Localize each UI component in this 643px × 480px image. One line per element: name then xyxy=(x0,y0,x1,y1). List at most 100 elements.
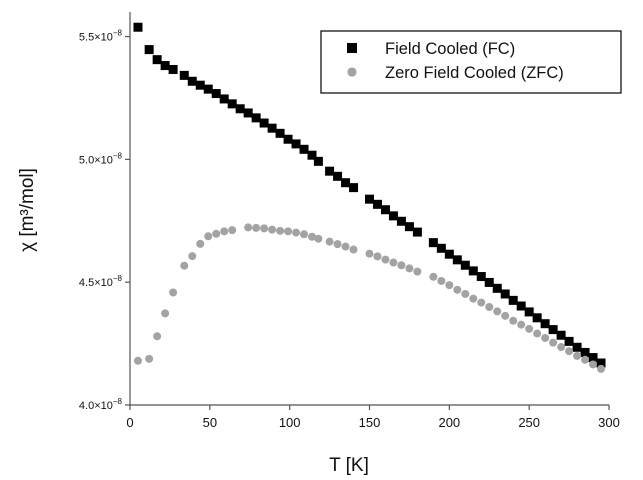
fc-data-point xyxy=(484,277,494,287)
fc-data-point xyxy=(508,295,518,305)
fc-data-point xyxy=(251,113,261,123)
fc-data-point xyxy=(516,301,526,311)
zfc-data-point xyxy=(541,333,550,342)
plot-area: 0 50 100 150 200 250 300 4.0×10−8 4.5×10−8 5.0×1… xyxy=(79,12,620,430)
fc-data-point xyxy=(548,325,558,335)
zfc-data-point xyxy=(565,347,574,356)
y-tick-label: 5.5×10−8 xyxy=(79,29,123,44)
zfc-data-point xyxy=(196,239,205,248)
fc-data-point xyxy=(532,313,542,323)
zfc-data-point xyxy=(405,264,414,273)
zfc-data-point xyxy=(453,285,462,294)
x-tick-label: 200 xyxy=(438,415,460,430)
fc-data-point xyxy=(160,61,170,71)
fc-data-point xyxy=(436,243,446,253)
fc-data-point xyxy=(365,194,374,204)
fc-data-point xyxy=(564,336,574,346)
fc-data-point xyxy=(283,134,293,144)
fc-data-point xyxy=(500,289,510,299)
zfc-data-point xyxy=(509,316,518,325)
zfc-data-point xyxy=(485,302,494,311)
zfc-data-point xyxy=(365,249,374,258)
zfc-data-point xyxy=(349,245,358,254)
zfc-data-point xyxy=(397,261,406,270)
zfc-data-point xyxy=(145,354,154,363)
fc-series xyxy=(133,22,606,368)
fc-data-point xyxy=(313,156,323,166)
zfc-data-point xyxy=(533,329,542,338)
fc-data-point xyxy=(476,272,486,282)
fc-data-point xyxy=(404,222,414,232)
zfc-data-point xyxy=(292,228,301,237)
fc-data-point xyxy=(428,238,438,248)
fc-data-point xyxy=(307,150,317,160)
fc-data-point xyxy=(396,216,406,226)
fc-data-point xyxy=(211,89,221,99)
zfc-data-point xyxy=(260,224,269,233)
fc-data-point xyxy=(179,70,189,80)
x-tick-label: 150 xyxy=(359,415,381,430)
y-axis-title: χ [m³/mol] xyxy=(17,168,38,252)
zfc-data-point xyxy=(204,232,213,241)
fc-data-point xyxy=(556,330,566,340)
zfc-data-point xyxy=(381,255,390,264)
zfc-data-point xyxy=(325,237,334,246)
zfc-data-point xyxy=(284,227,293,236)
fc-data-point xyxy=(203,84,213,94)
fc-data-point xyxy=(195,80,205,90)
zfc-data-point xyxy=(373,252,382,261)
zfc-series xyxy=(133,223,606,373)
fc-data-point xyxy=(412,227,422,237)
fc-data-point xyxy=(243,108,253,118)
zfc-data-point xyxy=(597,364,606,373)
fc-data-point xyxy=(267,123,277,133)
legend-marker-fc xyxy=(347,43,357,53)
fc-data-point xyxy=(349,183,359,193)
fc-data-point xyxy=(341,178,351,188)
zfc-data-point xyxy=(188,252,197,261)
zfc-data-point xyxy=(413,267,422,276)
fc-data-point xyxy=(444,249,454,259)
zfc-data-point xyxy=(477,298,486,307)
fc-data-point xyxy=(372,199,382,209)
zfc-data-point xyxy=(493,307,502,316)
fc-data-point xyxy=(325,166,335,176)
zfc-data-point xyxy=(557,343,566,352)
x-tick-label: 300 xyxy=(598,415,620,430)
fc-data-point xyxy=(259,118,269,128)
fc-data-point xyxy=(333,171,343,181)
fc-data-point xyxy=(596,358,606,368)
legend-box xyxy=(320,30,622,94)
data-series xyxy=(133,22,606,373)
fc-data-point xyxy=(227,99,237,109)
legend: Field Cooled (FC) Zero Field Cooled (ZFC… xyxy=(320,30,622,94)
fc-data-point xyxy=(588,353,598,363)
fc-data-point xyxy=(187,76,197,86)
fc-data-point xyxy=(492,283,502,293)
zfc-data-point xyxy=(153,332,162,341)
zfc-data-point xyxy=(469,294,478,303)
zfc-data-point xyxy=(517,320,526,329)
x-tick-label: 100 xyxy=(279,415,301,430)
zfc-data-point xyxy=(314,234,323,243)
zfc-data-point xyxy=(180,261,189,270)
fc-data-point xyxy=(299,144,309,154)
x-tick-label: 250 xyxy=(518,415,540,430)
zfc-data-point xyxy=(429,272,438,281)
zfc-data-point xyxy=(300,230,309,239)
zfc-data-point xyxy=(445,281,454,290)
zfc-data-point xyxy=(589,360,598,369)
fc-data-point xyxy=(540,319,550,329)
fc-data-point xyxy=(468,266,478,276)
fc-data-point xyxy=(580,347,590,357)
zfc-data-point xyxy=(212,229,221,238)
zfc-data-point xyxy=(252,223,261,232)
zfc-data-point xyxy=(501,311,510,320)
fc-data-point xyxy=(380,205,390,215)
zfc-data-point xyxy=(549,338,558,347)
zfc-data-point xyxy=(389,258,398,267)
fc-data-point xyxy=(572,342,582,352)
x-tick-label: 0 xyxy=(126,415,133,430)
x-axis-title: T [K] xyxy=(329,455,369,476)
